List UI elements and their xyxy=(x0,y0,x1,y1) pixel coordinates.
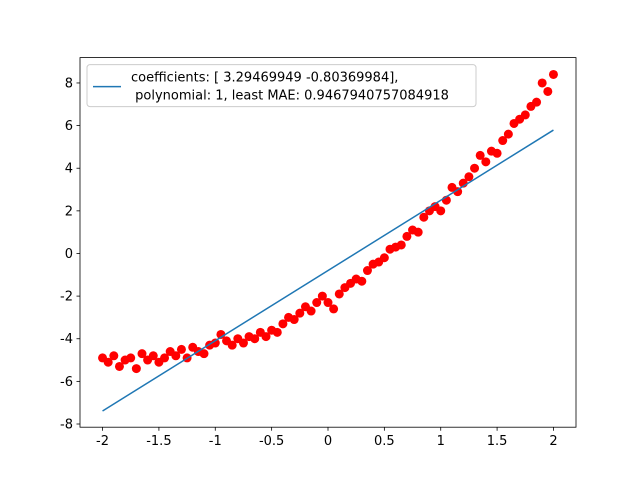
scatter-point xyxy=(503,129,513,139)
y-tick-label: 6 xyxy=(65,119,73,134)
scatter-point xyxy=(312,298,322,308)
scatter-point xyxy=(498,136,508,146)
scatter-point xyxy=(543,86,553,96)
x-tick-label: 1 xyxy=(437,434,445,449)
y-tick-label: -2 xyxy=(60,290,73,305)
y-tick-label: 2 xyxy=(65,204,73,219)
scatter-point xyxy=(250,334,260,344)
scatter-point xyxy=(532,97,542,107)
scatter-point xyxy=(171,351,181,361)
scatter-point xyxy=(176,344,186,354)
scatter-point xyxy=(289,315,299,325)
scatter-point xyxy=(413,227,423,237)
scatter-point xyxy=(362,266,372,276)
scatter-point xyxy=(548,69,558,79)
y-tick-label: -4 xyxy=(60,332,73,347)
fit-line xyxy=(102,129,554,412)
scatter-point xyxy=(199,349,209,359)
scatter-point xyxy=(379,253,389,263)
x-tick-label: -0.5 xyxy=(259,434,284,449)
scatter-point xyxy=(137,349,147,359)
scatter-point xyxy=(131,364,141,374)
scatter-point xyxy=(357,276,367,286)
scatter-point xyxy=(306,306,316,316)
scatter-point xyxy=(210,338,220,348)
scatter-point xyxy=(402,231,412,241)
scatter-point xyxy=(419,212,429,222)
scatter-point xyxy=(295,308,305,318)
x-tick-label: -1 xyxy=(209,434,222,449)
legend-label: coefficients: [ 3.29469949 -0.80369984],… xyxy=(131,71,449,104)
scatter-point xyxy=(436,206,446,216)
scatter-point xyxy=(470,163,480,173)
y-tick-label: 8 xyxy=(65,76,73,91)
x-tick-label: 0.5 xyxy=(374,434,395,449)
scatter-point xyxy=(114,361,124,371)
scatter-point xyxy=(160,353,170,363)
scatter-point xyxy=(278,319,288,329)
scatter-point xyxy=(396,240,406,250)
scatter-point xyxy=(272,327,282,337)
scatter-point xyxy=(103,357,113,367)
x-tick-label: -1.5 xyxy=(146,434,171,449)
scatter-point xyxy=(334,289,344,299)
scatter-point xyxy=(329,304,339,314)
scatter-point xyxy=(323,298,333,308)
scatter-point xyxy=(464,172,474,182)
y-tick-label: -8 xyxy=(60,418,73,433)
x-tick-label: -2 xyxy=(96,434,109,449)
x-tick-label: 1.5 xyxy=(487,434,508,449)
scatter-point xyxy=(126,353,136,363)
y-tick-label: 0 xyxy=(65,247,73,262)
x-tick-label: 0 xyxy=(324,434,332,449)
scatter-point xyxy=(317,291,327,301)
scatter-point xyxy=(227,340,237,350)
scatter-point xyxy=(492,148,502,158)
scatter-point xyxy=(109,351,119,361)
scatter-point xyxy=(261,332,271,342)
scatter-point xyxy=(148,351,158,361)
y-tick-label: -6 xyxy=(60,375,73,390)
scatter-point xyxy=(520,110,530,120)
scatter-point xyxy=(453,187,463,197)
scatter-point xyxy=(481,157,491,167)
x-tick-label: 2 xyxy=(549,434,557,449)
scatter-point xyxy=(475,150,485,160)
scatter-point xyxy=(238,338,248,348)
scatter-point xyxy=(537,78,547,88)
y-tick-label: 4 xyxy=(65,162,73,177)
legend-box xyxy=(86,64,477,108)
